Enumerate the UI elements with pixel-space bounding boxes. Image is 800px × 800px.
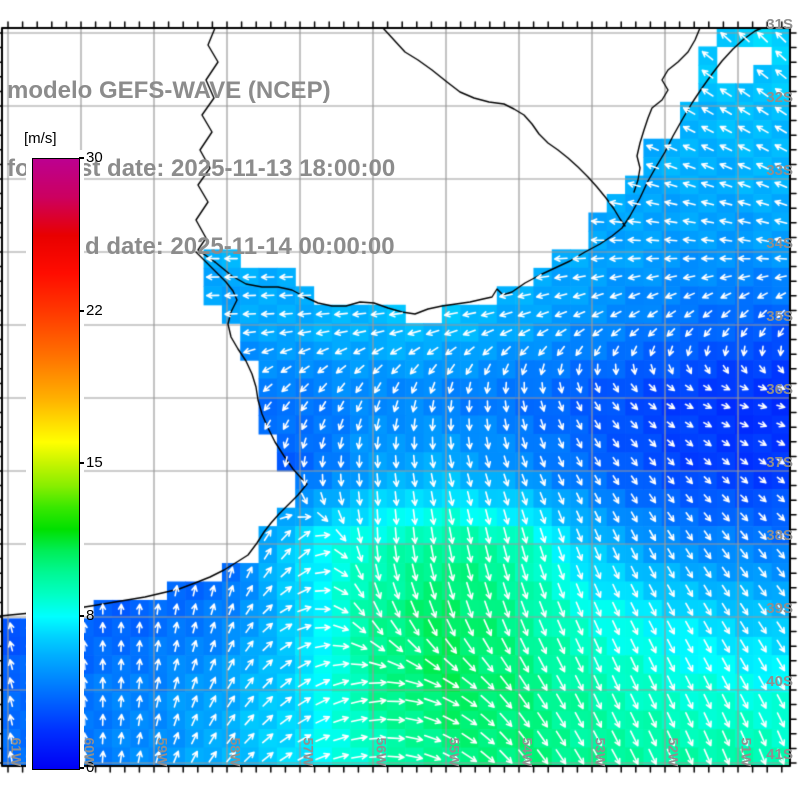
colorbar-gradient <box>32 158 80 770</box>
colorbar-tick-mark <box>79 462 84 464</box>
colorbar-tick-label: 15 <box>86 454 103 471</box>
colorbar-tick-label: 30 <box>86 149 103 166</box>
colorbar-tick-label: 0 <box>86 759 95 776</box>
colorbar-tick-label: 8 <box>86 606 95 624</box>
colorbar-tick-mark <box>79 767 84 769</box>
colorbar <box>26 150 84 774</box>
colorbar-tick-mark <box>79 157 84 159</box>
colorbar-tick-label: 22 <box>86 301 103 319</box>
colorbar-tick-mark <box>79 614 84 617</box>
colorbar-unit-label: [m/s] <box>24 130 57 147</box>
colorbar-tick-mark <box>79 309 84 312</box>
